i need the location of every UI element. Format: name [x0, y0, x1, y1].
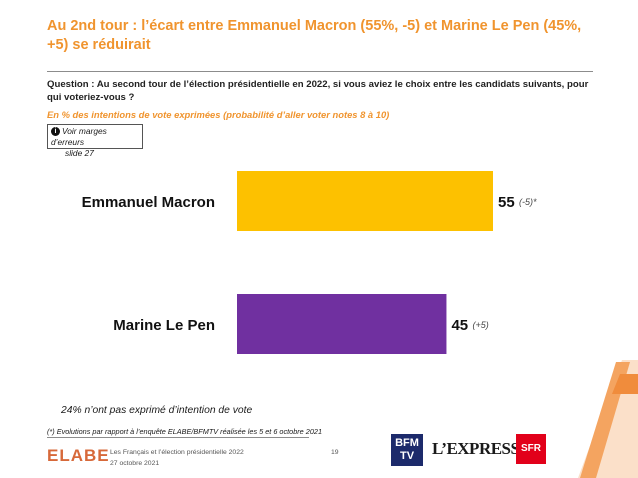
elabe-logo: ELABE — [47, 446, 110, 465]
value-label-0: 55 — [498, 194, 515, 211]
bfmtv-logo: BFM TV — [391, 434, 423, 466]
bfmtv-logo-line-2: TV — [399, 450, 415, 462]
page-title: Au 2nd tour : l’écart entre Emmanuel Mac… — [47, 18, 582, 53]
footnote-divider — [47, 437, 309, 438]
abstention-note: 24% n’ont pas exprimé d’intention de vot… — [61, 405, 253, 416]
category-label-1: Marine Le Pen — [113, 317, 215, 334]
info-icon: i — [51, 127, 60, 136]
report-title: Les Français et l’élection présidentiell… — [110, 449, 244, 456]
error-margin-note: i Voir marges d’erreurs slide 27 — [47, 124, 143, 158]
report-date: 27 octobre 2021 — [110, 460, 160, 467]
note-line-1: Voir marges d’erreurs — [51, 126, 107, 147]
footnote: (*) Evolutions par rapport à l’enquête E… — [47, 427, 322, 436]
page-number: 19 — [331, 449, 339, 456]
title-divider — [47, 71, 593, 72]
category-label-0: Emmanuel Macron — [82, 194, 215, 211]
change-label-1: (+5) — [472, 320, 488, 330]
survey-question: Question : Au second tour de l’élection … — [47, 79, 589, 103]
chart-subtitle: En % des intentions de vote exprimées (p… — [47, 109, 390, 120]
change-label-0: (-5)* — [519, 197, 537, 207]
note-line-2: slide 27 — [65, 148, 94, 158]
bar-chart: Emmanuel Macron 55 (-5)* Marine Le Pen 45 (+5… — [82, 171, 537, 354]
bfmtv-logo-line-1: BFM — [395, 437, 419, 449]
bar-0 — [237, 171, 493, 231]
lexpress-logo: L’EXPRESS — [432, 439, 520, 458]
sfr-logo: SFR — [516, 434, 546, 464]
bar-1 — [237, 294, 447, 354]
decorative-triangle-graphic — [578, 360, 638, 478]
value-label-1: 45 — [451, 317, 468, 334]
